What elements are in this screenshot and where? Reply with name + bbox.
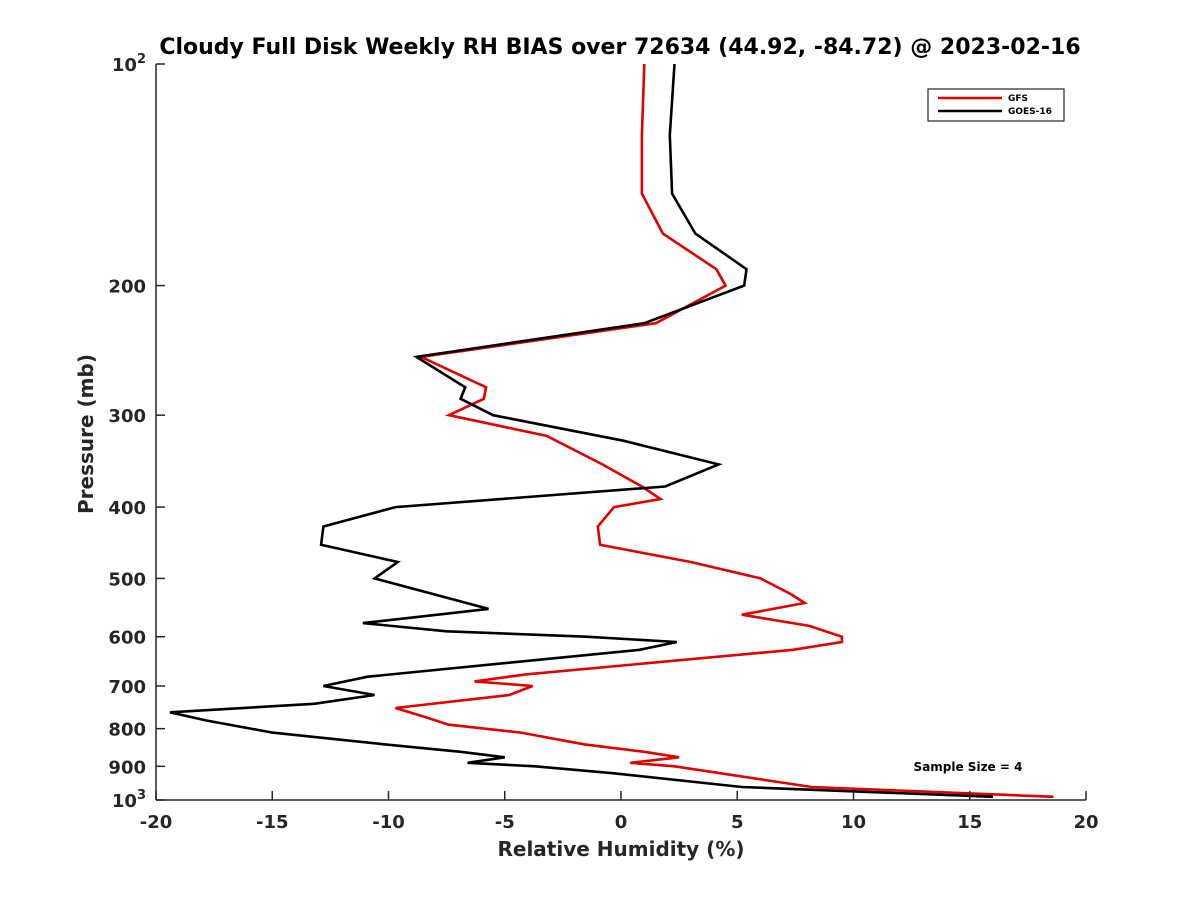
y-tick-label: 700 [108, 677, 146, 698]
x-tick-label: 20 [1073, 812, 1098, 833]
x-tick-label: 5 [731, 812, 744, 833]
x-tick-label: -10 [372, 812, 405, 833]
y-axis-label: Pressure (mb) [74, 354, 98, 514]
sample-size-annotation: Sample Size = 4 [914, 760, 1023, 774]
series-line-gfs [395, 63, 1054, 799]
x-tick-label: -15 [256, 812, 289, 833]
legend: GFS GOES-16 [927, 88, 1065, 122]
y-tick-label: 900 [108, 757, 146, 778]
y-tick-label: 200 [108, 277, 146, 298]
plot-area [155, 63, 1086, 801]
x-tick-label: 0 [615, 812, 628, 833]
chart-title: Cloudy Full Disk Weekly RH BIAS over 726… [159, 35, 1080, 60]
x-tick-label: 15 [957, 812, 982, 833]
x-tick-label: -5 [495, 812, 515, 833]
y-tick-label: 600 [108, 628, 146, 649]
x-axis-ticks: -20 -15 -10 -5 0 5 10 15 20 [140, 791, 1099, 833]
y-tick-label: 500 [108, 569, 146, 590]
y-tick-label: 102 [112, 52, 146, 76]
x-axis-label: Relative Humidity (%) [497, 837, 744, 861]
y-axis-ticks: 102 200 300 400 500 600 700 800 900 103 [108, 52, 165, 812]
y-tick-label: 300 [108, 406, 146, 427]
legend-entry: GOES-16 [1008, 107, 1052, 117]
legend-box [927, 88, 1065, 122]
legend-entry: GFS [1008, 94, 1028, 104]
x-tick-label: 10 [841, 812, 866, 833]
y-tick-label: 800 [108, 720, 146, 741]
y-tick-label: 400 [108, 498, 146, 519]
series-line-goes-16 [169, 63, 994, 799]
y-tick-label: 103 [112, 788, 146, 812]
x-tick-label: -20 [140, 812, 173, 833]
